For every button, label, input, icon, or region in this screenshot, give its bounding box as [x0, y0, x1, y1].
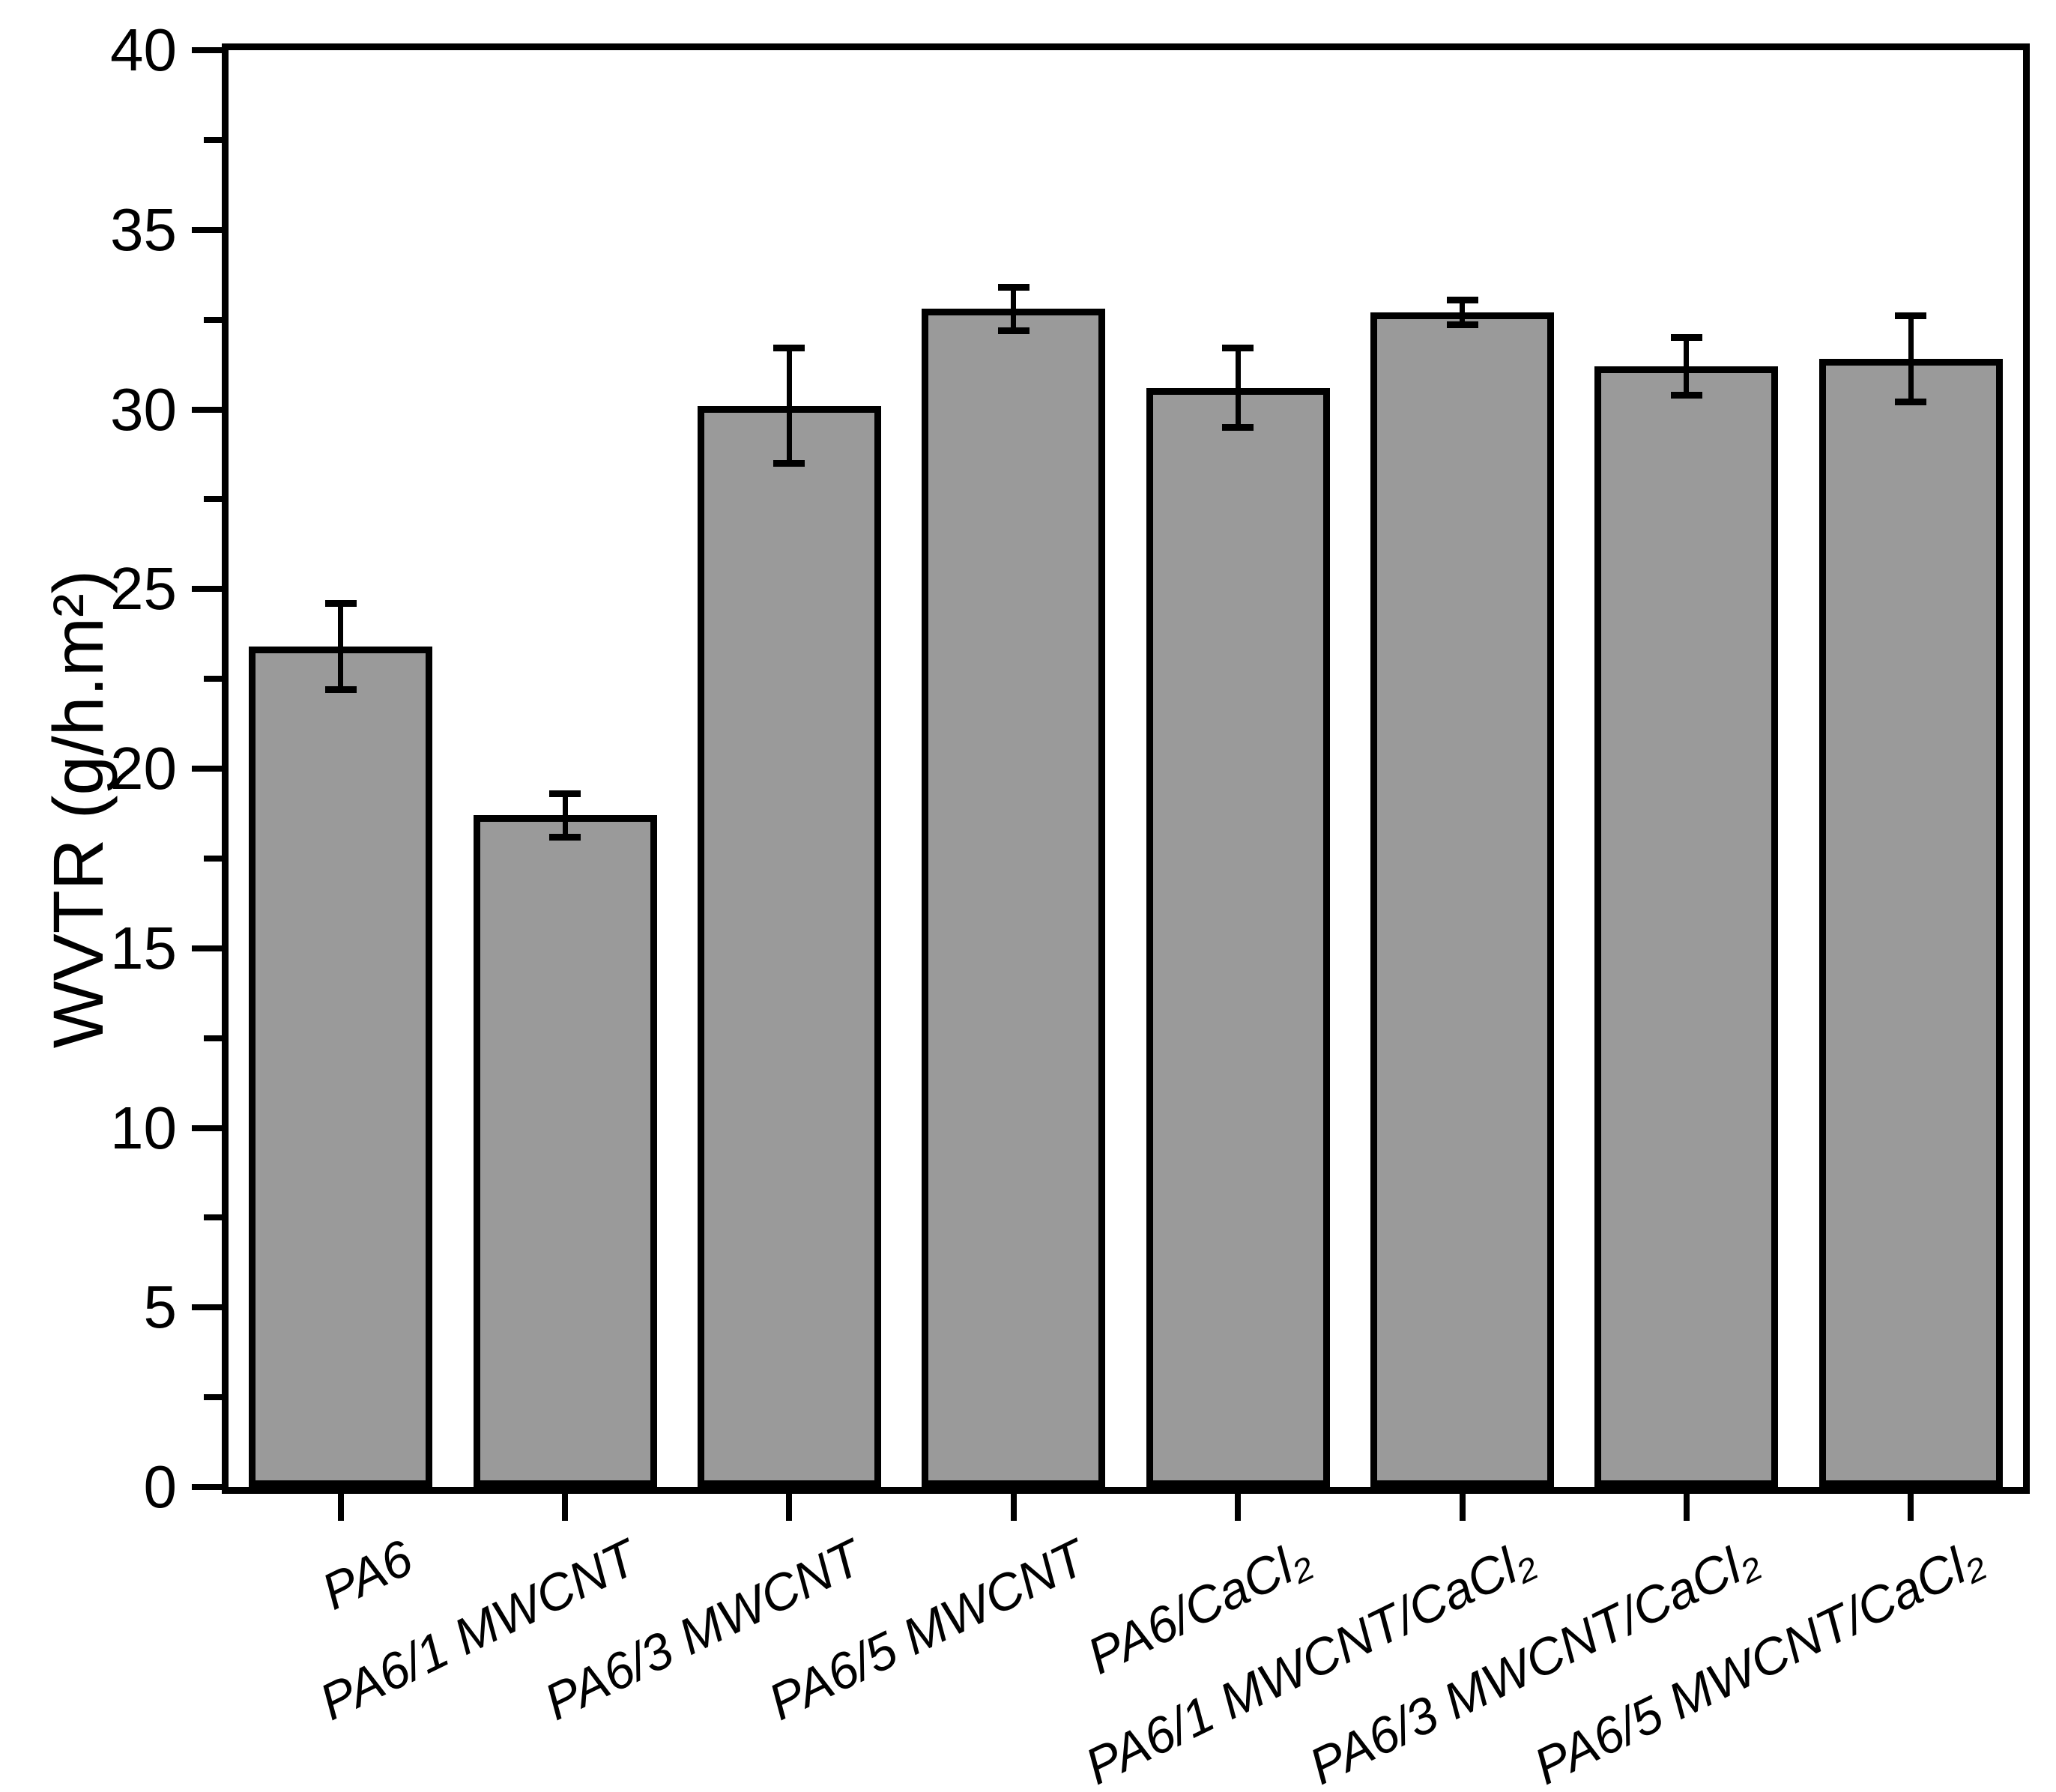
x-tick [1683, 1494, 1690, 1521]
error-bar-line [786, 348, 792, 464]
x-tick [337, 1494, 344, 1521]
y-major-tick [192, 226, 222, 233]
y-minor-tick [204, 855, 222, 862]
error-bar-cap-bottom [1446, 321, 1478, 329]
y-minor-tick [204, 1214, 222, 1221]
error-bar-cap-bottom [1895, 399, 1927, 406]
bar [922, 309, 1106, 1487]
error-bar-line [1908, 315, 1914, 402]
y-tick-label: 35 [110, 196, 177, 263]
error-bar-cap-bottom [549, 833, 581, 841]
error-bar-line [1460, 300, 1466, 325]
x-tick [1235, 1494, 1242, 1521]
bar [249, 646, 433, 1487]
x-tick [786, 1494, 793, 1521]
bar [473, 815, 657, 1487]
y-minor-tick [204, 496, 222, 503]
error-bar-line [1235, 348, 1241, 428]
error-bar-cap-bottom [1222, 423, 1254, 431]
y-tick-label: 30 [110, 375, 177, 443]
y-minor-tick [204, 1394, 222, 1401]
error-bar-cap-top [1446, 296, 1478, 303]
y-minor-tick [204, 676, 222, 682]
x-tick [1459, 1494, 1466, 1521]
y-major-tick [192, 1484, 222, 1490]
error-bar-cap-top [997, 283, 1029, 291]
y-major-tick [192, 406, 222, 413]
y-major-tick [192, 945, 222, 951]
error-bar-cap-top [324, 599, 357, 607]
error-bar-cap-bottom [997, 327, 1029, 334]
y-minor-tick [204, 136, 222, 143]
x-tick-label: PA6 [313, 1529, 422, 1621]
y-tick-label: 0 [143, 1453, 178, 1520]
error-bar-cap-bottom [324, 686, 357, 693]
y-tick-label: 5 [143, 1274, 178, 1341]
y-major-tick [192, 47, 222, 53]
y-tick-label: 15 [110, 914, 177, 981]
y-major-tick [192, 1304, 222, 1311]
error-bar-cap-top [1222, 345, 1254, 352]
x-tick [562, 1494, 569, 1521]
error-bar-line [338, 603, 344, 690]
error-bar-cap-top [773, 345, 805, 352]
y-minor-tick [204, 316, 222, 323]
y-minor-tick [204, 1035, 222, 1041]
y-tick-label: 10 [110, 1094, 177, 1161]
bar [697, 405, 881, 1487]
y-major-tick [192, 766, 222, 772]
error-bar-line [1684, 337, 1690, 396]
y-tick-label: 20 [110, 735, 177, 802]
error-bar-line [562, 793, 568, 838]
x-tick [1010, 1494, 1017, 1521]
y-major-tick [192, 586, 222, 593]
error-bar-cap-bottom [773, 459, 805, 467]
error-bar-cap-bottom [1670, 391, 1702, 399]
bars-layer [229, 50, 2023, 1487]
bar [1370, 312, 1555, 1487]
error-bar-line [1011, 287, 1017, 330]
error-bar-cap-top [1895, 312, 1927, 320]
y-tick-label: 40 [110, 16, 177, 83]
plot-area [222, 43, 2030, 1494]
x-tick [1908, 1494, 1914, 1521]
error-bar-cap-top [1670, 334, 1702, 342]
y-tick-label: 25 [110, 555, 177, 623]
bar [1818, 359, 2003, 1487]
y-major-tick [192, 1124, 222, 1131]
error-bar-cap-top [549, 790, 581, 798]
bar [1146, 387, 1330, 1487]
bar [1594, 366, 1779, 1487]
